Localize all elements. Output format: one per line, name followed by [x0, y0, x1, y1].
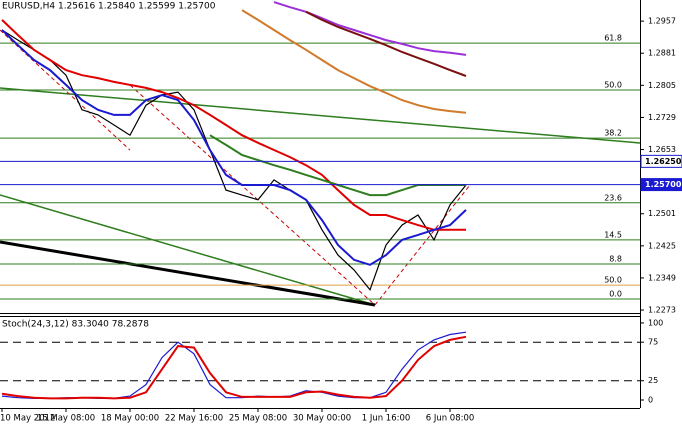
fib-label: 38.2	[604, 129, 622, 138]
fib-label: 0.0	[609, 290, 622, 299]
price-marker-label: 1.26250	[645, 157, 682, 166]
stoch-panel	[0, 331, 640, 400]
y-tick-label: 25	[648, 376, 658, 385]
y-tick-label: 1.2273	[648, 306, 676, 315]
series-line	[1, 335, 467, 400]
fib-label: 8.8	[609, 255, 622, 264]
fib-label: 61.8	[604, 34, 622, 43]
indicator-title: Stoch(24,3,12) 83.3040 78.2878	[2, 320, 149, 330]
y-tick-label: 1.2805	[648, 81, 676, 90]
x-tick-label: 22 May 16:00	[165, 414, 223, 424]
y-tick-label: 1.2501	[648, 209, 676, 218]
fib-line	[129, 84, 376, 306]
trend-line	[0, 87, 640, 144]
title-bg	[0, 318, 145, 330]
series-line	[1, 29, 467, 292]
fib-label: 23.6	[604, 193, 622, 202]
fib-line	[0, 29, 131, 151]
main-panel	[0, 1, 640, 300]
series-line	[1, 19, 466, 231]
price-marker	[640, 154, 682, 168]
x-tick-label: 1 Jun 16:00	[362, 414, 411, 424]
x-tick-label: 30 May 00:00	[293, 414, 351, 424]
x-tick-label: 15 May 08:00	[37, 414, 95, 424]
y-tick-label: 1.2425	[648, 241, 676, 250]
price-marker-label: 1.25700	[645, 180, 682, 189]
y-tick-label: 1.2881	[648, 49, 676, 58]
trend-line	[0, 240, 376, 307]
series-line	[1, 29, 467, 266]
y-tick-label: 1.2653	[648, 145, 676, 154]
x-tick-label: 18 May 00:00	[101, 414, 159, 424]
trend-lines	[0, 29, 640, 307]
y-tick-label: 1.2349	[648, 273, 676, 282]
price-marker	[640, 178, 682, 192]
fib-line	[374, 184, 471, 306]
fib-label: 50.0	[604, 276, 622, 285]
y-tick-label: 75	[648, 338, 658, 347]
y-tick-label: 0	[648, 395, 653, 404]
chart-title: EURUSD,H4 1.25616 1.25840 1.25599 1.2570…	[2, 2, 216, 12]
fib-label: 50.0	[604, 80, 622, 89]
fib-label: 14.5	[604, 230, 622, 239]
y-tick-label: 100	[648, 318, 663, 327]
x-tick-label: 25 May 08:00	[229, 414, 287, 424]
trend-line	[0, 194, 376, 306]
series-line	[305, 10, 467, 77]
series-line	[241, 9, 467, 114]
y-tick-label: 1.2957	[648, 17, 676, 26]
title-bg	[0, 0, 205, 12]
y-tick-label: 1.2729	[648, 113, 676, 122]
x-tick-label: 10 May 2012	[0, 414, 55, 424]
x-tick-label: 6 Jun 08:00	[426, 414, 475, 424]
